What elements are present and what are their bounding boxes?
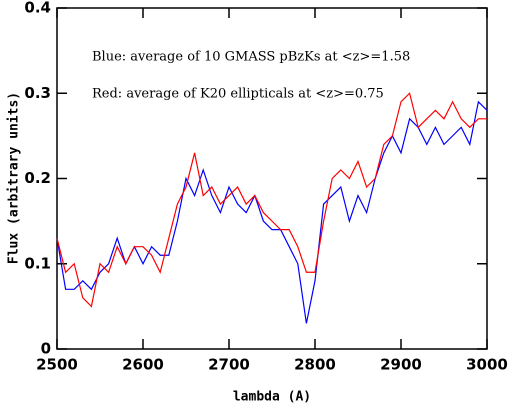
y-tick-label: 0.1 [24, 254, 51, 272]
legend-entry: Red: average of K20 ellipticals at <z>=0… [92, 87, 384, 102]
x-tick-label: 2900 [380, 356, 422, 374]
data-line [56, 100, 488, 324]
x-tick-label: 2700 [208, 356, 250, 374]
y-tick-label: 0.3 [24, 84, 51, 102]
x-tick-label: 2800 [294, 356, 336, 374]
x-tick-label: 2500 [36, 356, 78, 374]
y-tick-label: 0 [41, 340, 51, 358]
y-tick-label: 0.2 [24, 169, 51, 187]
y-axis-label: Flux (arbitrary units) [7, 92, 22, 264]
y-tick-label: 0.4 [24, 0, 51, 17]
x-tick-label: 3000 [466, 356, 508, 374]
x-tick-label: 2600 [122, 356, 164, 374]
legend-entry: Blue: average of 10 GMASS pBzKs at <z>=1… [92, 50, 410, 65]
data-line [56, 92, 487, 308]
x-axis-label: lambda (A) [233, 390, 311, 405]
